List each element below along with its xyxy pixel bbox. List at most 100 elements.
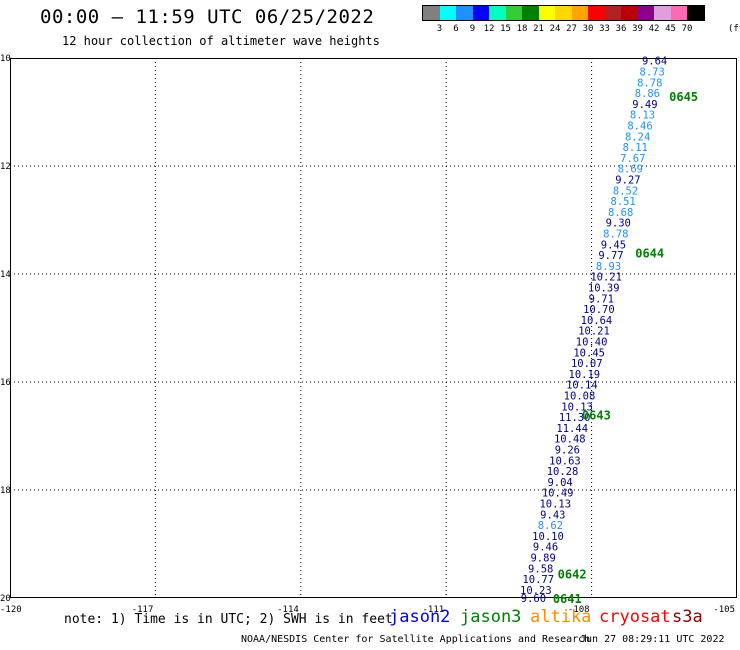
wave-height-label: 10.21 <box>590 272 622 284</box>
credit-text: NOAA/NESDIS Center for Satellite Applica… <box>241 634 591 645</box>
legend-swatch <box>505 6 522 20</box>
wave-height-label: 10.63 <box>549 455 581 467</box>
legend-swatch <box>423 6 440 20</box>
wave-height-label: 10.28 <box>547 466 579 478</box>
legend-label: 9 <box>469 24 476 34</box>
pass-time-label: 0644 <box>635 246 664 260</box>
map-plot-area <box>10 58 737 598</box>
y-tick-label: 14 <box>0 270 11 280</box>
wave-height-label: 10.07 <box>571 358 603 370</box>
legend-swatch <box>588 6 605 20</box>
wave-height-label: 10.39 <box>588 283 620 295</box>
wave-height-label: 8.51 <box>610 196 635 208</box>
wave-height-label: 8.46 <box>627 121 652 133</box>
wave-height-label: 10.08 <box>564 391 596 403</box>
generated-timestamp: Jun 27 08:29:11 UTC 2022 <box>580 634 725 645</box>
wave-height-label: 9.60 <box>521 593 546 605</box>
wave-height-label: 10.48 <box>554 434 586 446</box>
wave-height-label: 11.30 <box>559 412 591 424</box>
y-tick-label: 20 <box>0 594 11 604</box>
satellite-name-jason3: jason3 <box>460 607 522 627</box>
wave-height-label: 10.49 <box>542 488 574 500</box>
y-tick-label: 16 <box>0 378 11 388</box>
wave-height-label: 8.52 <box>613 185 638 197</box>
wave-height-label: 9.26 <box>555 445 580 457</box>
legend-label: 33 <box>599 24 610 34</box>
legend-swatch <box>571 6 588 20</box>
legend-label: 12 <box>483 24 495 34</box>
y-tick-label: 12 <box>0 162 11 172</box>
legend-label: 39 <box>632 24 643 34</box>
legend-label: 70 <box>681 24 693 34</box>
x-tick-label: -120 <box>0 605 22 615</box>
legend-label: 3 <box>436 24 443 34</box>
legend-swatch <box>555 6 572 20</box>
y-tick-label: 18 <box>0 486 11 496</box>
legend-label: 15 <box>500 24 511 34</box>
wave-height-label: 10.77 <box>522 574 554 586</box>
satellite-name-altika: altika <box>530 607 592 627</box>
chart-subtitle: 12 hour collection of altimeter wave hei… <box>62 34 380 48</box>
legend-unit: (ft) <box>728 24 740 34</box>
wave-height-label: 9.77 <box>598 250 623 262</box>
wave-height-label: 10.13 <box>539 499 571 511</box>
satellite-name-cryosat: cryosat <box>599 607 671 627</box>
legend-swatch <box>637 6 654 20</box>
legend-swatch <box>522 6 539 20</box>
wave-height-label: 10.13 <box>561 401 593 413</box>
wave-height-label: 9.04 <box>547 477 572 489</box>
legend-swatches <box>422 5 705 21</box>
legend-swatch <box>621 6 638 20</box>
wave-height-label: 8.69 <box>618 164 643 176</box>
pass-time-label: 0643 <box>582 408 611 422</box>
x-tick-label: -108 <box>568 605 590 615</box>
satellite-name-s3a: s3a <box>672 607 703 627</box>
legend-swatch <box>489 6 506 20</box>
x-tick-label: -117 <box>132 605 154 615</box>
pass-time-label: 0642 <box>558 568 587 582</box>
y-tick-label: 10 <box>0 54 11 64</box>
legend-swatch <box>604 6 621 20</box>
wave-height-label: 8.78 <box>637 77 662 89</box>
wave-height-label: 8.68 <box>608 207 633 219</box>
wave-height-label: 9.30 <box>606 218 631 230</box>
wave-height-label: 8.78 <box>603 229 628 241</box>
legend-label: 24 <box>549 24 561 34</box>
wave-height-label: 7.67 <box>620 153 645 165</box>
chart-title: 00:00 – 11:59 UTC 06/25/2022 <box>40 6 375 28</box>
wave-height-label: 10.21 <box>578 326 610 338</box>
wave-height-label: 10.40 <box>576 337 608 349</box>
legend-swatch <box>670 6 687 20</box>
wave-height-label: 8.11 <box>623 142 648 154</box>
wave-height-label: 10.10 <box>532 531 564 543</box>
wave-height-label: 9.58 <box>528 563 553 575</box>
legend-swatch <box>538 6 555 20</box>
wave-height-label: 9.43 <box>540 509 565 521</box>
wave-height-label: 8.86 <box>635 88 660 100</box>
wave-height-label: 10.64 <box>581 315 613 327</box>
wave-height-label: 8.93 <box>596 261 621 273</box>
wave-height-label: 8.24 <box>625 131 650 143</box>
legend-swatch <box>439 6 456 20</box>
wave-height-label: 8.13 <box>630 110 655 122</box>
legend-label: 21 <box>533 24 544 34</box>
legend-label: 18 <box>516 24 528 34</box>
wave-height-label: 10.14 <box>566 380 598 392</box>
pass-time-label: 0641 <box>553 592 582 606</box>
wave-height-label: 9.71 <box>589 293 614 305</box>
legend-swatch <box>456 6 473 20</box>
x-tick-label: -105 <box>713 605 735 615</box>
wave-height-label: 8.62 <box>538 520 563 532</box>
wave-height-label: 8.73 <box>640 67 665 79</box>
legend-label: 45 <box>665 24 676 34</box>
wave-height-label: 9.46 <box>533 542 558 554</box>
pass-time-label: 0645 <box>669 90 698 104</box>
satellite-name-jason2: jason2 <box>389 607 451 627</box>
wave-height-label: 11.44 <box>556 423 588 435</box>
x-tick-label: -111 <box>423 605 445 615</box>
legend-label: 36 <box>615 24 627 34</box>
legend-label: 30 <box>582 24 594 34</box>
